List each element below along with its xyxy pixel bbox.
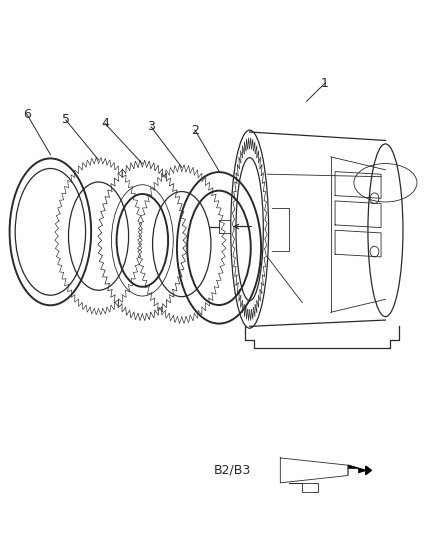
Polygon shape — [348, 469, 357, 478]
Polygon shape — [348, 465, 366, 475]
Text: 5: 5 — [62, 114, 70, 126]
Text: 6: 6 — [23, 108, 31, 121]
Text: 3: 3 — [147, 120, 155, 133]
Text: 1: 1 — [321, 77, 329, 90]
Text: 4: 4 — [101, 117, 109, 130]
Text: 2: 2 — [191, 124, 199, 136]
Polygon shape — [366, 466, 371, 475]
Text: B2/B3: B2/B3 — [213, 464, 251, 477]
